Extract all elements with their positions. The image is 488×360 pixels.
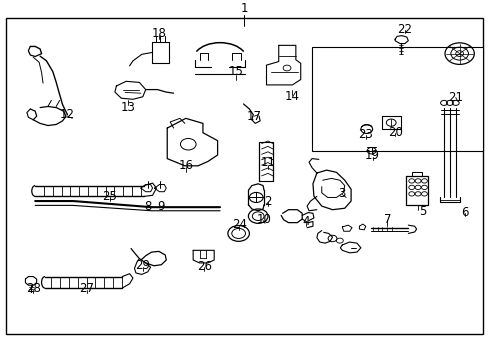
Text: 17: 17 [246, 110, 261, 123]
Bar [311, 47, 482, 151]
Text: 11: 11 [260, 156, 275, 169]
Text: 10: 10 [256, 213, 271, 226]
Text: 3: 3 [338, 187, 346, 201]
Text: 25: 25 [102, 190, 117, 203]
Text: 7: 7 [383, 213, 390, 226]
Text: 4: 4 [302, 215, 309, 228]
Bar [6, 18, 482, 334]
Text: 15: 15 [228, 65, 243, 78]
Text: 13: 13 [121, 101, 135, 114]
Text: 28: 28 [26, 282, 41, 295]
Text: 9: 9 [157, 199, 165, 213]
Text: 5: 5 [418, 205, 426, 219]
Text: 19: 19 [365, 149, 379, 162]
Text: 18: 18 [151, 27, 166, 40]
Text: 16: 16 [178, 159, 193, 172]
Text: 14: 14 [285, 90, 299, 103]
Text: 27: 27 [80, 282, 94, 295]
Text: 24: 24 [232, 217, 246, 230]
Text: 22: 22 [397, 23, 411, 36]
Text: 26: 26 [197, 260, 211, 273]
Text: 29: 29 [135, 259, 150, 272]
Text: 8: 8 [143, 199, 151, 213]
Text: 20: 20 [387, 126, 402, 139]
Text: 1: 1 [240, 2, 248, 15]
Text: 2: 2 [264, 194, 271, 208]
Text: 12: 12 [60, 108, 75, 121]
Text: 21: 21 [447, 91, 462, 104]
Text: 6: 6 [460, 206, 468, 219]
Text: 23: 23 [358, 128, 372, 141]
